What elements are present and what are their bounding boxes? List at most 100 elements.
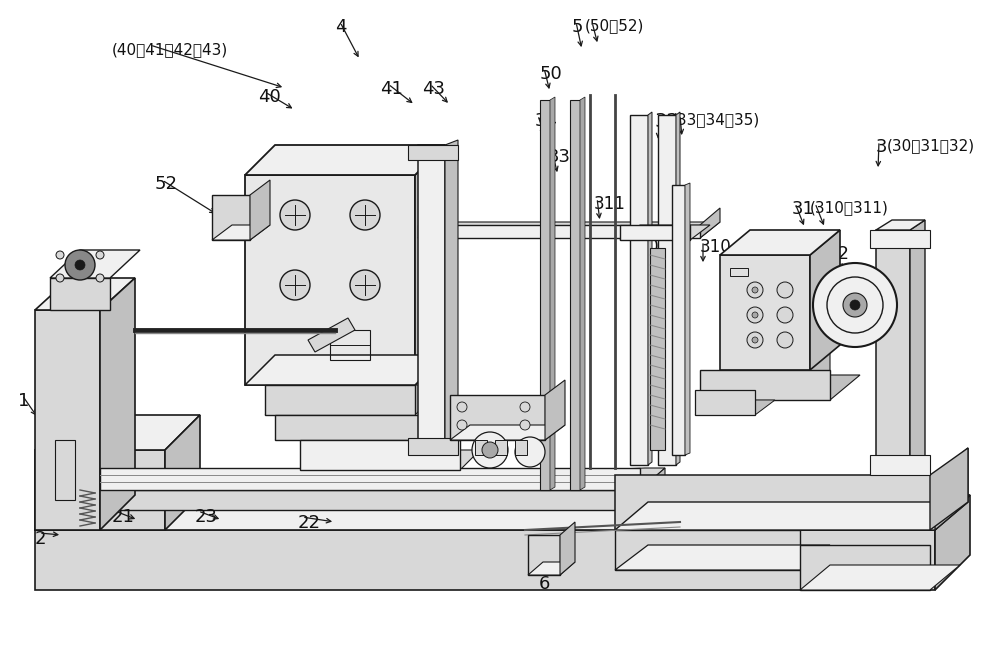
Polygon shape xyxy=(245,355,445,385)
Polygon shape xyxy=(418,225,700,238)
Circle shape xyxy=(65,250,95,280)
Text: (30、31、32): (30、31、32) xyxy=(887,138,975,153)
Polygon shape xyxy=(445,140,458,455)
Polygon shape xyxy=(50,250,140,278)
Text: (33、34、35): (33、34、35) xyxy=(672,112,760,127)
Text: 23: 23 xyxy=(195,508,218,526)
Text: 1: 1 xyxy=(18,392,29,410)
Polygon shape xyxy=(275,415,430,440)
Circle shape xyxy=(280,270,310,300)
Polygon shape xyxy=(35,278,135,310)
Polygon shape xyxy=(212,195,250,240)
Circle shape xyxy=(520,402,530,412)
Polygon shape xyxy=(35,310,100,530)
Text: 2: 2 xyxy=(35,530,46,548)
Polygon shape xyxy=(935,495,970,590)
Text: 4: 4 xyxy=(335,18,347,36)
Polygon shape xyxy=(700,208,720,238)
Text: (50、52): (50、52) xyxy=(585,18,644,33)
Polygon shape xyxy=(418,145,445,455)
Circle shape xyxy=(56,251,64,259)
Polygon shape xyxy=(570,100,580,490)
Text: 6: 6 xyxy=(94,250,105,268)
Circle shape xyxy=(482,442,498,458)
Circle shape xyxy=(75,260,85,270)
Polygon shape xyxy=(550,97,555,490)
Polygon shape xyxy=(560,522,575,575)
Polygon shape xyxy=(695,400,775,415)
Polygon shape xyxy=(515,440,527,455)
Polygon shape xyxy=(676,112,680,465)
Polygon shape xyxy=(265,385,415,415)
Text: 33: 33 xyxy=(548,148,571,166)
Circle shape xyxy=(350,270,380,300)
Circle shape xyxy=(96,274,104,282)
Polygon shape xyxy=(910,220,925,475)
Polygon shape xyxy=(528,535,560,575)
Text: (40、41、42、43): (40、41、42、43) xyxy=(112,42,228,57)
Text: 52: 52 xyxy=(877,318,900,336)
Polygon shape xyxy=(250,180,270,240)
Text: 35: 35 xyxy=(668,188,691,206)
Text: 20: 20 xyxy=(88,490,111,508)
Polygon shape xyxy=(876,230,910,475)
Polygon shape xyxy=(640,468,665,510)
Text: 43: 43 xyxy=(422,80,445,98)
Polygon shape xyxy=(700,345,860,400)
Text: 41: 41 xyxy=(380,80,403,98)
Polygon shape xyxy=(630,115,648,465)
Polygon shape xyxy=(930,448,968,530)
Circle shape xyxy=(777,282,793,298)
Polygon shape xyxy=(100,468,640,490)
Polygon shape xyxy=(658,115,676,465)
Polygon shape xyxy=(35,415,200,450)
Polygon shape xyxy=(650,248,665,450)
Polygon shape xyxy=(695,390,755,415)
Text: 42: 42 xyxy=(826,245,849,263)
Text: (310、311): (310、311) xyxy=(810,200,889,215)
Polygon shape xyxy=(165,415,200,530)
Text: 31: 31 xyxy=(792,200,815,218)
Polygon shape xyxy=(265,355,445,415)
Circle shape xyxy=(56,274,64,282)
Circle shape xyxy=(457,402,467,412)
Polygon shape xyxy=(245,145,445,175)
Circle shape xyxy=(813,263,897,347)
Circle shape xyxy=(747,307,763,323)
Circle shape xyxy=(777,307,793,323)
Polygon shape xyxy=(672,185,685,455)
Polygon shape xyxy=(528,562,575,575)
Polygon shape xyxy=(245,175,415,385)
Polygon shape xyxy=(615,545,830,570)
Circle shape xyxy=(350,200,380,230)
Polygon shape xyxy=(450,425,565,440)
Polygon shape xyxy=(308,318,355,352)
Polygon shape xyxy=(876,220,925,230)
Text: 3: 3 xyxy=(876,138,888,156)
Circle shape xyxy=(747,332,763,348)
Polygon shape xyxy=(475,440,487,455)
Text: 40: 40 xyxy=(258,88,281,106)
Polygon shape xyxy=(700,370,830,400)
Polygon shape xyxy=(212,225,270,240)
Text: 34: 34 xyxy=(535,112,558,130)
Circle shape xyxy=(520,420,530,430)
Polygon shape xyxy=(545,380,565,440)
Polygon shape xyxy=(935,448,968,530)
Text: 22: 22 xyxy=(298,514,321,532)
Circle shape xyxy=(752,312,758,318)
Text: 310: 310 xyxy=(700,238,732,256)
Polygon shape xyxy=(685,183,690,455)
Circle shape xyxy=(777,332,793,348)
Text: 32: 32 xyxy=(655,112,680,131)
Polygon shape xyxy=(415,145,445,385)
Polygon shape xyxy=(300,450,480,470)
Text: 52: 52 xyxy=(155,175,178,193)
Circle shape xyxy=(457,420,467,430)
Circle shape xyxy=(752,287,758,293)
Text: 50: 50 xyxy=(540,65,563,83)
Polygon shape xyxy=(580,97,585,490)
Polygon shape xyxy=(100,468,665,490)
Polygon shape xyxy=(870,455,930,475)
Polygon shape xyxy=(540,100,550,490)
